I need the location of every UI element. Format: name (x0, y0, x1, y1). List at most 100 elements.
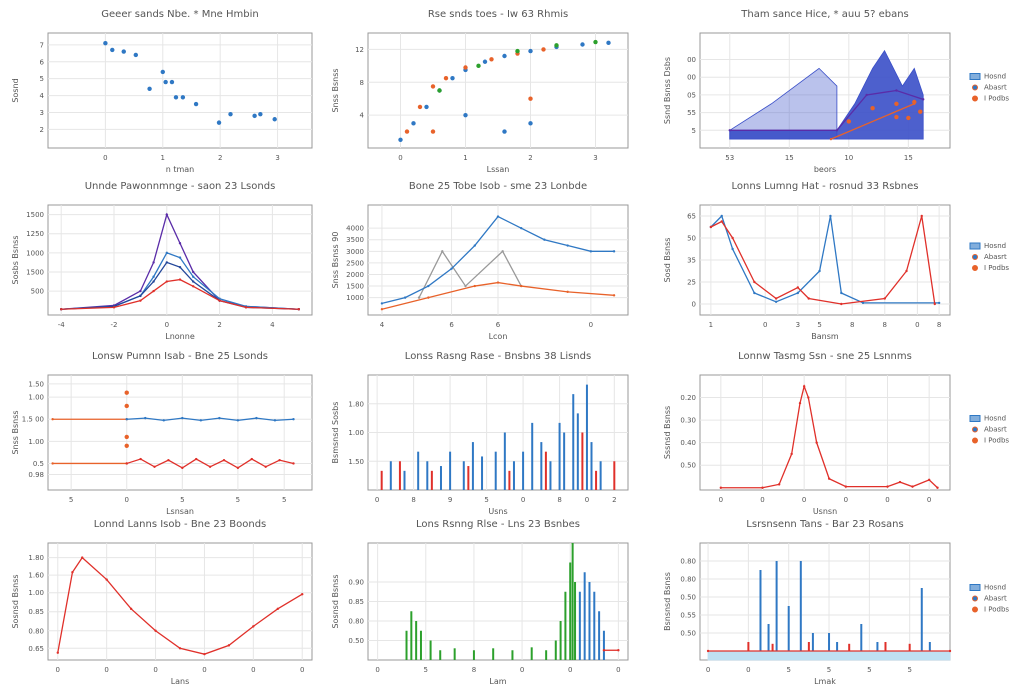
x-axis-label: Lam (489, 677, 506, 686)
data-point (948, 649, 952, 653)
y-axis-label: Sosnsd Bsnss (331, 574, 340, 628)
y-tick-label: 6 (40, 58, 45, 66)
data-point (482, 59, 488, 64)
data-point (815, 441, 818, 444)
series-2 (709, 214, 936, 306)
plot-area (47, 374, 313, 491)
x-axis-label: Lsnsan (166, 507, 194, 516)
y-tick-label: 1.00 (28, 589, 44, 597)
data-point (774, 297, 778, 300)
data-point (236, 466, 240, 470)
y-tick-label: 0.40 (680, 439, 696, 447)
x-tick-label: 5 (827, 666, 831, 674)
y-tick-label: 0.80 (348, 618, 364, 626)
y-tick-label: 3500 (346, 236, 364, 244)
x-axis-label: Lssan (487, 165, 510, 174)
data-point (169, 79, 175, 85)
data-point (515, 48, 520, 54)
data-point (807, 297, 810, 300)
data-point (937, 301, 941, 305)
data-point (580, 42, 585, 47)
data-point (790, 452, 793, 456)
x-tick-label: 9 (448, 496, 452, 504)
y-tick-label: 4000 (346, 225, 364, 233)
plot-area (47, 204, 313, 316)
x-tick-label: 0 (202, 666, 206, 674)
y-tick-label: 35 (687, 257, 696, 265)
x-tick-label: 2 (218, 154, 222, 162)
y-tick-label: 4 (40, 92, 45, 100)
y-tick-label: 00 (687, 56, 696, 64)
legend-marker (972, 426, 978, 433)
series-1 (389, 384, 602, 490)
data-point (199, 419, 203, 422)
legend-marker (972, 265, 978, 271)
data-point (167, 458, 170, 462)
data-point (178, 647, 182, 650)
x-tick-label: 5 (786, 666, 790, 674)
data-point (181, 416, 184, 420)
x-tick-label: 8 (883, 321, 887, 329)
x-tick-label: 0 (300, 666, 304, 674)
x-axis-label: Usnsn (813, 507, 837, 516)
data-point (898, 480, 902, 484)
x-tick-label: 0 (927, 496, 931, 504)
data-point (912, 99, 917, 105)
data-point (835, 129, 839, 132)
data-point (473, 284, 476, 288)
data-point (829, 137, 833, 141)
data-point (71, 571, 74, 574)
legend-label: I Podbs (984, 95, 1009, 103)
series-2 (759, 561, 931, 651)
data-point (380, 302, 384, 305)
data-point (181, 466, 184, 470)
data-point (112, 306, 116, 309)
data-point (441, 250, 444, 253)
y-tick-label: 1500 (26, 268, 44, 276)
data-point (152, 280, 155, 283)
y-tick-label: 5 (40, 75, 44, 83)
series-3 (125, 416, 295, 422)
series-line (830, 103, 915, 140)
legend-swatch (969, 242, 981, 250)
data-point (255, 416, 258, 420)
legend-label: Abasrt (984, 84, 1007, 92)
chart-title: Rse snds toes - Iw 63 Rhmis (428, 9, 568, 20)
data-point (178, 265, 182, 269)
y-tick-label: 3000 (346, 248, 364, 256)
data-point (258, 111, 263, 117)
data-point (178, 256, 182, 259)
chart-panel-7: 5 0 5 5 5 0.98 0.5 1.00 1.5 00 1.00 1.50 Lonsw Pumn… (11, 351, 313, 516)
chart-title: Unnde Pawonnmnge - saon 23 Lsonds (85, 181, 276, 192)
data-point (417, 104, 423, 110)
data-point (424, 104, 429, 110)
y-tick-label: 0.50 (680, 462, 696, 470)
data-point (297, 308, 300, 311)
y-axis-label: Sosbs Bsnss (11, 236, 20, 285)
legend: Hosnd Abasrt I Podbs (969, 415, 1009, 445)
data-point (463, 65, 468, 70)
series-2 (380, 432, 616, 490)
data-point (192, 270, 195, 274)
y-tick-label: 1250 (26, 230, 44, 238)
plot-area (367, 32, 629, 149)
x-tick-label: 5 (907, 666, 911, 674)
chart-panel-12: 0 0 5 5 5 5 0.50 0.55 0.50 0.80 0.80 Lsrsnsenn Tans… (663, 519, 1009, 686)
x-axis-label: Lans (171, 677, 190, 686)
x-tick-label: 2 (528, 154, 532, 162)
x-tick-label: 0 (56, 666, 60, 674)
legend-swatch (969, 584, 981, 591)
x-tick-label: 4 (380, 321, 385, 329)
data-point (218, 299, 221, 302)
data-point (121, 49, 126, 54)
data-point (719, 486, 723, 489)
data-point (802, 385, 806, 388)
y-axis-label: Sosnd (11, 78, 20, 102)
y-tick-label: 0.90 (348, 579, 364, 587)
data-point (473, 244, 476, 247)
data-point (927, 478, 931, 482)
data-point (489, 57, 494, 62)
x-axis-label: Lmak (814, 677, 836, 686)
plot-area (47, 32, 313, 149)
data-point (56, 651, 59, 654)
